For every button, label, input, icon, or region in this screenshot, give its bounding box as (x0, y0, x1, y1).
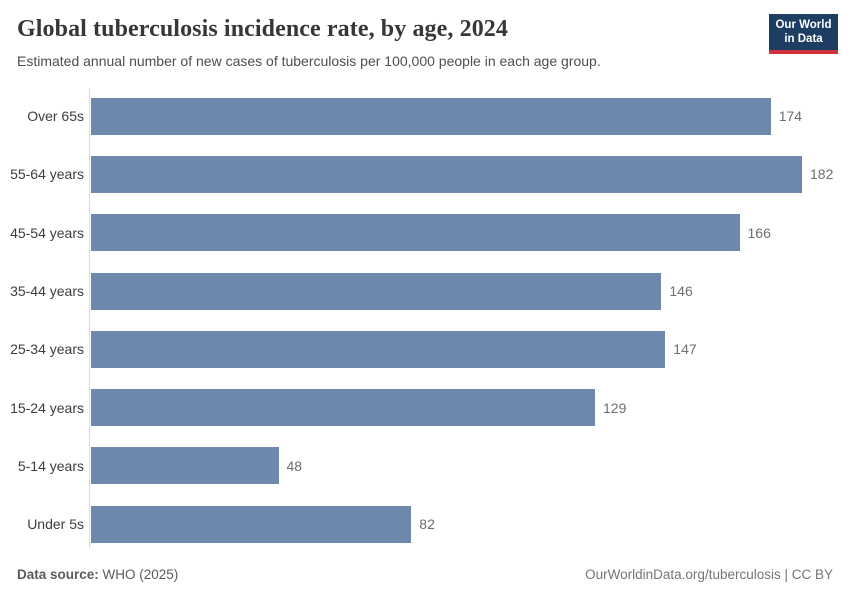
bar-row: 5-14 years 48 (0, 437, 850, 495)
bar-track: 147 (91, 330, 850, 368)
bar-category-label: 15-24 years (10, 399, 84, 416)
bar-value-label: 174 (778, 108, 803, 125)
bar-chart: Over 65s 174 55-64 years 182 45-54 years 166 3… (0, 87, 850, 554)
bar-category-label: 45-54 years (10, 224, 84, 241)
data-source-label: Data source: (17, 567, 99, 582)
bar-category-label: 35-44 years (10, 283, 84, 300)
bar-value-label: 48 (286, 457, 303, 474)
page-title: Global tuberculosis incidence rate, by a… (17, 16, 509, 42)
bar-row: 25-34 years 147 (0, 320, 850, 378)
bar-value-label: 166 (747, 224, 771, 241)
bar-track: 146 (91, 272, 850, 310)
bar-row: 35-44 years 146 (0, 262, 850, 320)
y-axis-line (89, 88, 90, 548)
bar-value-label: 182 (810, 166, 834, 183)
owid-logo-line2: in Data (784, 33, 823, 46)
bar[interactable] (91, 155, 802, 193)
bar[interactable] (91, 214, 740, 252)
bar-track: 82 (91, 505, 850, 543)
bar-track: 174 (91, 97, 850, 135)
bar-category-label: Under 5s (27, 516, 84, 533)
bar[interactable] (91, 389, 595, 427)
bar-category-label: 5-14 years (17, 457, 84, 474)
bar[interactable] (91, 272, 662, 310)
bar-value-label: 147 (673, 341, 697, 358)
bar-row: 45-54 years 166 (0, 204, 850, 262)
bar-category-label: 55-64 years (10, 166, 84, 183)
bar-value-label: 82 (419, 516, 435, 533)
chart-footer: Data source: WHO (2025) OurWorldinData.o… (17, 567, 833, 582)
data-source: Data source: WHO (2025) (17, 567, 178, 582)
bar-rows: Over 65s 174 55-64 years 182 45-54 years 166 3… (0, 87, 850, 553)
bar-track: 48 (91, 447, 850, 485)
bar-category-label: 25-34 years (10, 341, 84, 358)
owid-logo-line1: Our World (775, 19, 832, 31)
bar-track: 182 (91, 155, 850, 193)
bar[interactable] (91, 505, 412, 543)
bar[interactable] (91, 330, 666, 368)
bar-value-label: 146 (669, 283, 693, 300)
bar-track: 129 (91, 389, 850, 427)
bar-value-label: 129 (603, 399, 627, 416)
bar-track: 166 (91, 214, 850, 252)
bar-category-label: Over 65s (27, 108, 84, 125)
bar[interactable] (91, 447, 279, 485)
bar-row: 55-64 years 182 (0, 145, 850, 203)
bar-row: Under 5s 82 (0, 495, 850, 553)
owid-logo[interactable]: Our World in Data (769, 14, 838, 54)
bar[interactable] (91, 97, 771, 135)
bar-row: 15-24 years 129 (0, 378, 850, 436)
chart-header: Global tuberculosis incidence rate, by a… (17, 14, 838, 69)
footer-link[interactable]: OurWorldinData.org/tuberculosis | CC BY (585, 567, 833, 582)
chart-subtitle: Estimated annual number of new cases of … (17, 53, 601, 69)
bar-row: Over 65s 174 (0, 87, 850, 145)
data-source-value: WHO (2025) (98, 567, 179, 582)
